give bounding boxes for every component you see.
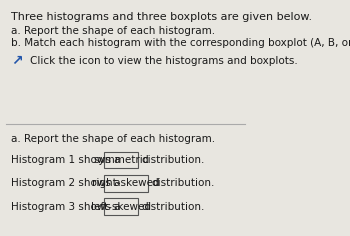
FancyBboxPatch shape <box>104 175 148 192</box>
Text: a. Report the shape of each histogram.: a. Report the shape of each histogram. <box>11 26 216 36</box>
Text: Histogram 1 shows a: Histogram 1 shows a <box>11 155 121 165</box>
FancyBboxPatch shape <box>104 198 138 215</box>
Text: distribution.: distribution. <box>142 202 205 212</box>
Text: Three histograms and three boxplots are given below.: Three histograms and three boxplots are … <box>11 12 313 22</box>
Text: right-skewed: right-skewed <box>92 178 160 188</box>
Text: ↗: ↗ <box>11 54 23 68</box>
Text: Histogram 3 shows a: Histogram 3 shows a <box>11 202 121 212</box>
Text: b. Match each histogram with the corresponding boxplot (A, B, or C).: b. Match each histogram with the corresp… <box>11 38 350 47</box>
Text: symmetric: symmetric <box>93 155 149 165</box>
Text: distribution.: distribution. <box>152 178 215 188</box>
Text: distribution.: distribution. <box>142 155 205 165</box>
Text: Click the icon to view the histograms and boxplots.: Click the icon to view the histograms an… <box>30 56 298 66</box>
FancyBboxPatch shape <box>104 152 138 168</box>
Text: Histogram 2 shows a: Histogram 2 shows a <box>11 178 121 188</box>
Text: a. Report the shape of each histogram.: a. Report the shape of each histogram. <box>11 134 216 144</box>
Text: left-skewed: left-skewed <box>91 202 151 212</box>
